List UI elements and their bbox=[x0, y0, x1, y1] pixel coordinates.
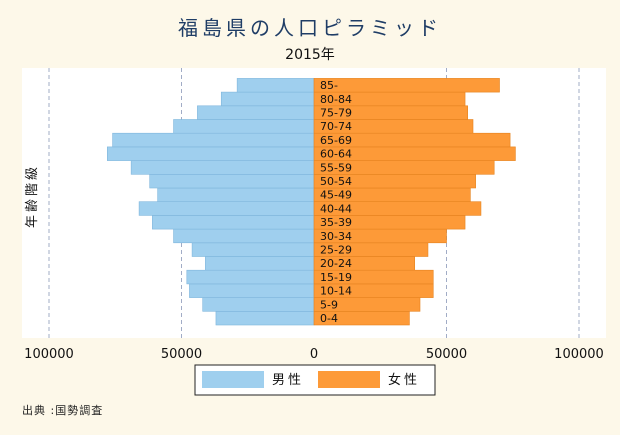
age-group-label: 25-29 bbox=[320, 244, 352, 257]
x-tick-label: 50000 bbox=[426, 347, 467, 362]
age-group-label: 55-59 bbox=[320, 161, 352, 174]
x-tick-label: 100000 bbox=[554, 347, 604, 362]
x-tick-labels: 100000 50000 0 50000 100000 bbox=[24, 347, 604, 362]
x-tick-label: 100000 bbox=[24, 347, 74, 362]
bar-male bbox=[107, 146, 315, 161]
age-group-label: 85- bbox=[320, 79, 338, 92]
age-group-label: 65-69 bbox=[320, 134, 352, 147]
bar-male bbox=[215, 310, 315, 326]
age-group-label: 15-19 bbox=[320, 271, 352, 284]
bar-male bbox=[205, 256, 315, 271]
age-group-label: 60-64 bbox=[320, 148, 352, 161]
source-note: 出典 :国勢調査 bbox=[22, 404, 104, 417]
x-tick-label: 0 bbox=[310, 347, 318, 362]
age-group-label: 75-79 bbox=[320, 107, 352, 120]
age-group-label: 35-39 bbox=[320, 216, 352, 229]
bar-male bbox=[138, 201, 315, 216]
age-group-label: 30-34 bbox=[320, 230, 352, 243]
bar-male bbox=[173, 119, 315, 134]
age-group-label: 40-44 bbox=[320, 202, 352, 215]
age-labels: 0-45-910-1415-1920-2425-2930-3435-3940-4… bbox=[320, 79, 352, 325]
bar-male bbox=[157, 187, 315, 202]
y-axis-label: 年齢階級 bbox=[25, 164, 40, 228]
age-group-label: 70-74 bbox=[320, 120, 352, 133]
age-group-label: 50-54 bbox=[320, 175, 352, 188]
chart-subtitle: 2015年 bbox=[285, 47, 335, 63]
bar-male bbox=[202, 297, 315, 312]
bar-female bbox=[313, 78, 500, 93]
bar-male bbox=[236, 78, 315, 93]
age-group-label: 0-4 bbox=[320, 312, 338, 325]
bar-male bbox=[149, 174, 315, 189]
bar-male bbox=[191, 242, 315, 257]
bar-male bbox=[173, 228, 315, 244]
age-group-label: 20-24 bbox=[320, 257, 352, 270]
age-group-label: 10-14 bbox=[320, 285, 352, 298]
age-group-label: 45-49 bbox=[320, 189, 352, 202]
bar-male bbox=[112, 132, 315, 148]
bar-male bbox=[220, 91, 315, 107]
bar-male bbox=[197, 105, 315, 120]
legend-swatch-male bbox=[202, 371, 264, 388]
chart-title: 福島県の人口ピラミッド bbox=[178, 16, 442, 40]
bar-male bbox=[152, 215, 315, 230]
age-group-label: 5-9 bbox=[320, 298, 338, 311]
legend: 男性 女性 bbox=[194, 364, 436, 396]
bar-male bbox=[189, 283, 315, 298]
x-tick-label: 50000 bbox=[161, 347, 202, 362]
legend-label-female: 女性 bbox=[388, 372, 420, 388]
bar-male bbox=[130, 160, 315, 175]
bar-male bbox=[186, 269, 315, 285]
bars bbox=[107, 78, 516, 326]
legend-swatch-female bbox=[318, 371, 380, 388]
age-group-label: 80-84 bbox=[320, 93, 352, 106]
legend-label-male: 男性 bbox=[272, 373, 304, 388]
